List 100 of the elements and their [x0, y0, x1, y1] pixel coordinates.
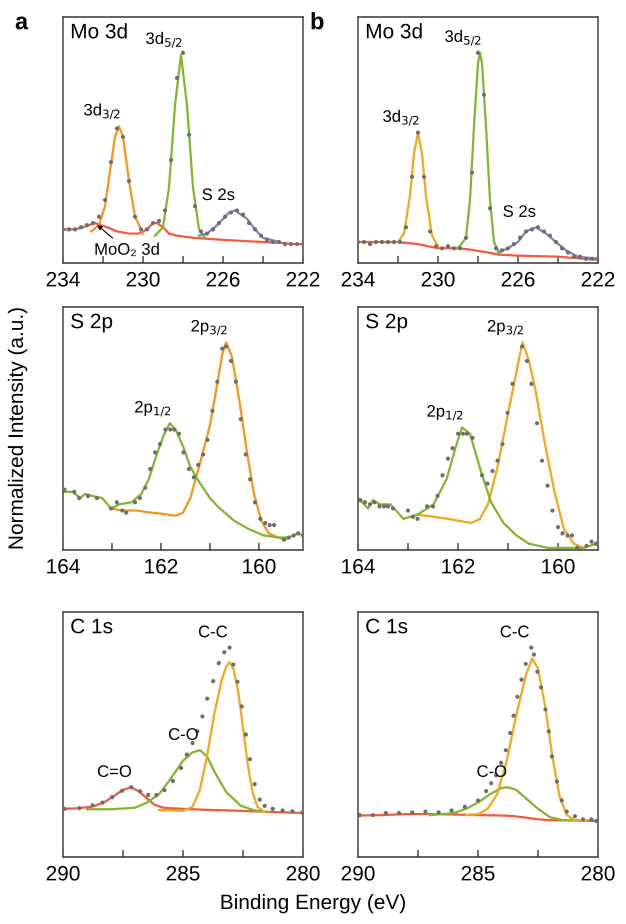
point: [434, 244, 438, 248]
point: [534, 421, 540, 426]
point: [204, 231, 210, 236]
point: [114, 126, 120, 131]
point: [192, 204, 198, 208]
point: [440, 246, 444, 250]
point: [512, 242, 516, 246]
point: [63, 488, 67, 492]
point: [138, 789, 142, 794]
point: [268, 522, 272, 528]
point: [282, 242, 288, 246]
x-tick-label: 290: [46, 866, 80, 881]
annotation: C=O: [98, 765, 132, 778]
point: [440, 473, 445, 478]
chart-title: C 1s: [71, 618, 112, 634]
point: [234, 380, 238, 384]
chart-title: S 2p: [366, 314, 408, 332]
annotation: 2p$_{1/2}$: [135, 400, 170, 416]
point: [248, 757, 252, 762]
point: [210, 227, 216, 232]
point: [368, 502, 372, 506]
point: [524, 358, 530, 364]
point: [518, 236, 522, 240]
point: [386, 240, 390, 244]
chart-title: C 1s: [366, 618, 408, 634]
point: [126, 178, 132, 184]
point: [530, 227, 534, 232]
point: [535, 670, 540, 674]
point: [570, 533, 574, 538]
point: [362, 240, 366, 244]
chart-title: S 2p: [71, 314, 112, 332]
point: [377, 504, 382, 508]
point: [252, 500, 258, 504]
point: [66, 227, 72, 232]
point: [554, 240, 558, 244]
point: [572, 814, 578, 818]
x-tick-label: 280: [582, 866, 615, 881]
x-tick-label: 234: [342, 272, 375, 287]
point: [452, 246, 456, 250]
point: [276, 240, 282, 244]
point: [590, 256, 594, 261]
point: [589, 817, 594, 822]
point: [72, 490, 76, 494]
x-tick-label: 222: [582, 272, 614, 286]
x-tick-label: 164: [342, 558, 375, 574]
annotation: C-C: [198, 626, 228, 638]
point: [196, 462, 200, 467]
point: [480, 473, 484, 478]
point: [228, 210, 234, 215]
point: [216, 220, 222, 226]
point: [589, 540, 594, 544]
point: [120, 134, 126, 139]
point: [132, 214, 138, 219]
point: [382, 504, 386, 508]
point: [144, 227, 150, 232]
point: [594, 818, 598, 824]
point: [172, 427, 176, 432]
point: [539, 685, 544, 690]
point: [550, 754, 554, 759]
point: [410, 174, 414, 179]
x-tick-label: 285: [462, 866, 495, 881]
point: [124, 510, 128, 515]
point: [272, 522, 276, 528]
point: [470, 436, 475, 440]
point: [368, 242, 372, 246]
point: [286, 535, 291, 540]
x-tick-label: 234: [46, 272, 80, 287]
point: [94, 496, 99, 500]
point: [581, 817, 586, 822]
x-tick-label: 290: [342, 866, 375, 881]
point: [435, 494, 440, 498]
point: [228, 358, 234, 364]
point: [500, 442, 505, 446]
point: [560, 531, 565, 536]
point: [494, 246, 498, 250]
point: [506, 246, 510, 250]
point: [519, 678, 524, 682]
y-axis-title: Normalized Intensity (a.u.): [8, 308, 28, 548]
point: [488, 206, 492, 210]
text: a: [16, 16, 28, 30]
point: [192, 475, 196, 480]
point: [498, 760, 504, 765]
point: [120, 508, 124, 513]
point: [63, 806, 67, 811]
point: [96, 214, 102, 219]
point: [86, 494, 90, 498]
point: [162, 788, 167, 792]
point: [290, 809, 295, 814]
point: [216, 661, 221, 666]
point: [406, 508, 410, 513]
x-tick-label: 230: [422, 272, 455, 287]
point: [258, 234, 264, 238]
point: [129, 785, 134, 790]
annotation: S 2s: [202, 188, 234, 200]
point: [143, 486, 148, 490]
chart-title: Mo 3d: [366, 23, 422, 38]
point: [190, 741, 195, 746]
annotation: C-C: [500, 626, 529, 638]
point: [77, 496, 82, 500]
point: [436, 810, 441, 814]
